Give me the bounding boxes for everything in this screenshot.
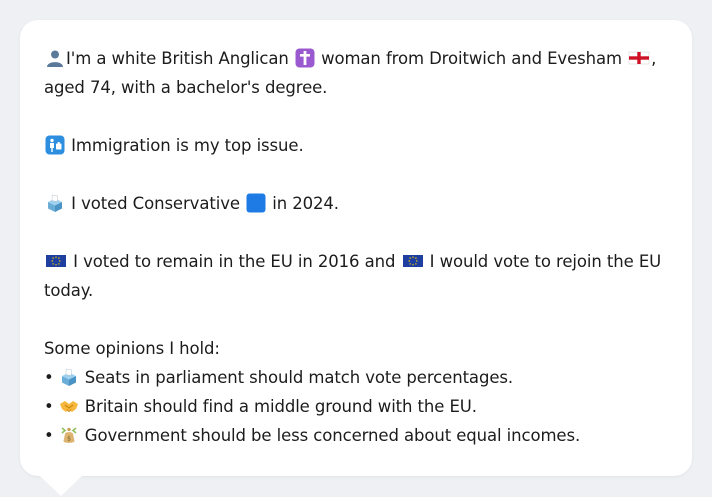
opinion-item: • Britain should find a middle ground wi…	[44, 392, 672, 421]
eu-paragraph: I voted to remain in the EU in 2016 and …	[44, 247, 672, 305]
opinions-list: • Seats in parliament should match vote …	[44, 363, 672, 450]
opinion-text: Seats in parliament should match vote pe…	[84, 368, 514, 387]
vote-text-1: I voted Conservative	[71, 194, 240, 213]
eu-flag-icon	[45, 251, 67, 271]
message-content: I'm a white British Anglican woman from …	[44, 44, 672, 450]
issue-paragraph: Immigration is my top issue.	[44, 131, 672, 160]
bullet: •	[44, 368, 54, 387]
opinion-text: Government should be less concerned abou…	[84, 426, 581, 445]
opinion-item: • Seats in parliament should match vote …	[44, 363, 672, 392]
opinion-text: Britain should find a middle ground with…	[84, 397, 477, 416]
england-flag-icon	[628, 48, 650, 68]
blue-square-icon	[246, 193, 266, 213]
opinions-heading: Some opinions I hold:	[44, 339, 220, 358]
identity-text-2: woman from Droitwich and Evesham	[321, 49, 622, 68]
bust-silhouette-icon	[45, 48, 65, 68]
svg-text:$: $	[67, 436, 71, 443]
money-bag-icon: $	[59, 425, 79, 445]
identity-text-1: I'm a white British Anglican	[66, 49, 289, 68]
identity-paragraph: I'm a white British Anglican woman from …	[44, 44, 672, 102]
vote-paragraph: I voted Conservative in 2024.	[44, 189, 672, 218]
ballot-box-icon	[59, 367, 79, 387]
handshake-icon	[59, 396, 79, 416]
ballot-box-icon	[45, 193, 65, 213]
message-card: I'm a white British Anglican woman from …	[20, 20, 692, 476]
identity-text-3: , aged 74, with a bachelor's degree.	[44, 49, 657, 97]
eu-text-1: I voted to remain in the EU in 2016 and	[73, 252, 396, 271]
latin-cross-icon	[295, 48, 315, 68]
eu-flag-icon	[402, 251, 424, 271]
eu-text-2: I would vote to rejoin the EU today.	[44, 252, 662, 300]
opinion-item: • $ Government should be less concerned …	[44, 421, 672, 450]
bullet: •	[44, 397, 54, 416]
issue-text: Immigration is my top issue.	[71, 136, 304, 155]
vote-text-2: in 2024.	[272, 194, 339, 213]
bullet: •	[44, 426, 54, 445]
immigration-icon	[45, 135, 65, 155]
speech-bubble-tail	[40, 476, 82, 496]
